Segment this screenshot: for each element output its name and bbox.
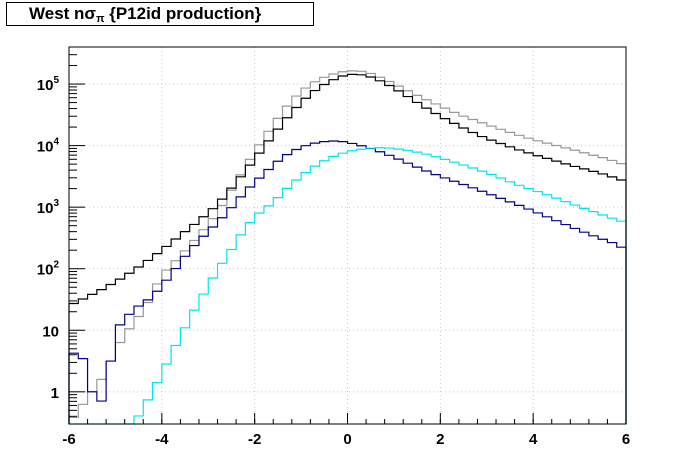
x-tick-label: 2 bbox=[436, 431, 444, 448]
x-tick-label: -6 bbox=[62, 431, 75, 448]
grid bbox=[69, 47, 626, 424]
y-tick-base: 1 bbox=[51, 385, 59, 402]
title-subscript: π bbox=[96, 13, 105, 25]
y-tick-label: 102 bbox=[37, 260, 60, 279]
y-tick-exponent: 2 bbox=[53, 260, 59, 271]
y-tick-base: 10 bbox=[37, 200, 54, 217]
x-tick-label: 4 bbox=[529, 431, 538, 448]
histogram-cyan bbox=[69, 147, 627, 425]
histogram-navy bbox=[68, 140, 627, 424]
histogram-black bbox=[68, 73, 627, 424]
y-tick-base: 10 bbox=[37, 77, 54, 94]
y-tick-label: 103 bbox=[37, 198, 60, 217]
y-tick-label: 105 bbox=[37, 75, 60, 94]
title-sigma: σ bbox=[84, 4, 97, 23]
series-layer bbox=[68, 70, 627, 425]
y-tick-label: 10 bbox=[42, 323, 59, 340]
y-tick-label: 104 bbox=[37, 137, 60, 156]
y-tick-base: 10 bbox=[42, 323, 59, 340]
y-tick-exponent: 5 bbox=[53, 75, 59, 86]
x-tick-label: -4 bbox=[155, 431, 169, 448]
y-tick-exponent: 4 bbox=[53, 137, 59, 148]
x-tick-label: -2 bbox=[248, 431, 261, 448]
chart-title: West nσπ {P12id production} bbox=[6, 2, 314, 26]
x-tick-label: 6 bbox=[622, 431, 630, 448]
x-tick-label: 0 bbox=[343, 431, 351, 448]
y-tick-base: 10 bbox=[37, 139, 54, 156]
y-tick-base: 10 bbox=[37, 262, 54, 279]
y-tick-exponent: 3 bbox=[53, 198, 59, 209]
title-suffix: {P12id production} bbox=[104, 4, 262, 23]
axis-ticks bbox=[68, 46, 627, 425]
title-prefix: West n bbox=[29, 4, 85, 23]
y-tick-label: 1 bbox=[51, 385, 59, 402]
